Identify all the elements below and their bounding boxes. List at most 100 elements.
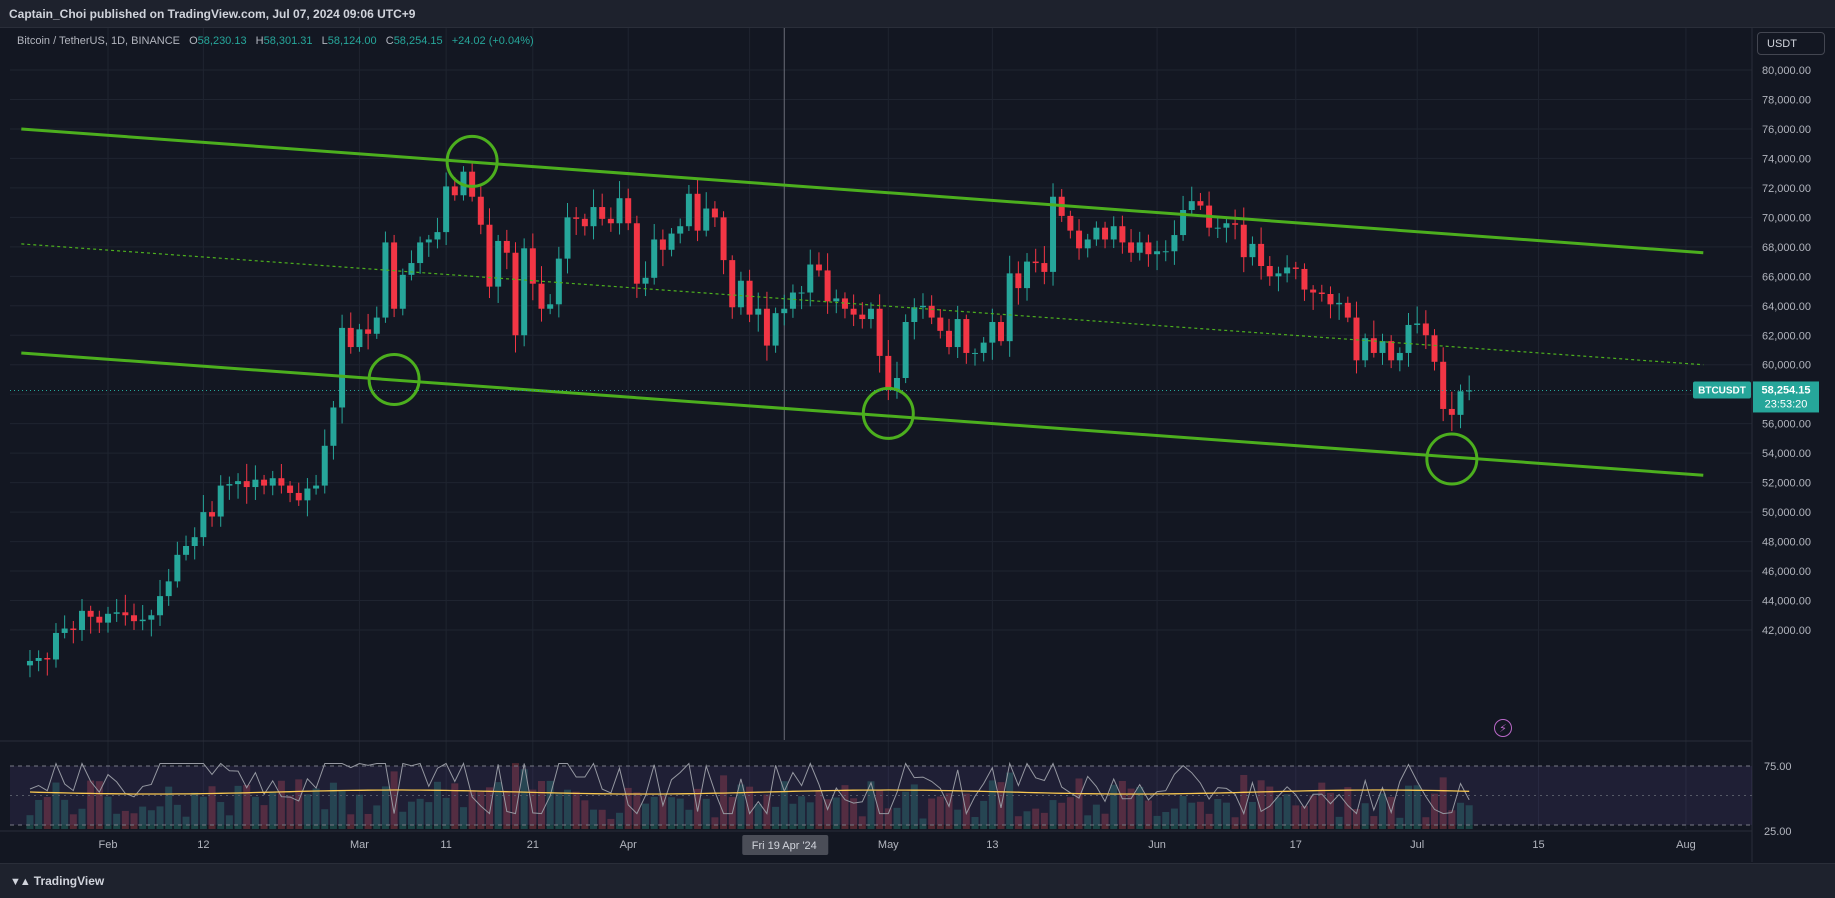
volume-bar bbox=[182, 816, 190, 829]
volume-bar bbox=[1205, 813, 1213, 829]
touch-circle bbox=[1425, 432, 1479, 486]
crosshair-date-label: Fri 19 Apr '24 bbox=[752, 840, 817, 852]
low-value: 58,124.00 bbox=[327, 35, 377, 47]
candle-body bbox=[1318, 292, 1325, 294]
volume-bar bbox=[61, 799, 69, 829]
volume-bar bbox=[1274, 797, 1282, 829]
candle-body bbox=[937, 317, 944, 331]
volume-bar bbox=[390, 771, 398, 829]
date-tick-label: Feb bbox=[99, 839, 118, 851]
candle-body bbox=[165, 581, 172, 597]
close-label: C bbox=[385, 35, 394, 47]
candle-body bbox=[1336, 302, 1343, 305]
lightning-icon[interactable]: ⚡ bbox=[1494, 719, 1512, 737]
candle-body bbox=[1370, 338, 1377, 353]
volume-bar bbox=[1023, 811, 1031, 829]
volume-bar bbox=[364, 813, 372, 829]
candle-body bbox=[61, 628, 68, 633]
candle-body bbox=[1275, 273, 1282, 277]
candle-body bbox=[1180, 210, 1187, 236]
candle-body bbox=[1041, 263, 1048, 272]
price-tick-label: 42,000.00 bbox=[1762, 625, 1811, 637]
price-tag bbox=[1753, 381, 1819, 413]
candle-body bbox=[35, 658, 42, 661]
price-tick-label: 52,000.00 bbox=[1762, 478, 1811, 490]
candle-body bbox=[1128, 242, 1135, 253]
volume-bar bbox=[1040, 812, 1048, 829]
candle-body bbox=[1093, 227, 1100, 240]
candle-body bbox=[209, 512, 216, 517]
candle-body bbox=[1084, 239, 1091, 249]
volume-bar bbox=[633, 792, 641, 829]
volume-bar bbox=[1222, 802, 1230, 829]
volume-bar bbox=[225, 815, 233, 829]
ohlc-legend: Bitcoin / TetherUS, 1D, BINANCE O58,230.… bbox=[17, 35, 534, 47]
volume-bar bbox=[1326, 792, 1334, 829]
candle-body bbox=[217, 485, 224, 517]
candle-body bbox=[529, 248, 536, 284]
candle-body bbox=[1388, 341, 1395, 361]
volume-bar bbox=[1413, 785, 1421, 829]
volume-bar bbox=[711, 817, 719, 829]
candle-body bbox=[590, 207, 597, 227]
candle-body bbox=[330, 407, 337, 446]
volume-bar bbox=[858, 816, 866, 829]
candle-body bbox=[945, 330, 952, 348]
volume-bar bbox=[277, 780, 285, 829]
volume-bar bbox=[1231, 817, 1239, 829]
volume-bar bbox=[720, 775, 728, 829]
candle-body bbox=[1024, 261, 1031, 289]
volume-bar bbox=[685, 809, 693, 829]
volume-bar bbox=[321, 809, 329, 829]
axes: 80,000.00 78,000.00 76,000.00 74,000.00 72,0… bbox=[10, 65, 1819, 855]
volume-bar bbox=[659, 795, 667, 829]
candle-body bbox=[581, 218, 588, 227]
volume-bar bbox=[243, 784, 251, 829]
candle-body bbox=[807, 264, 814, 293]
candle-body bbox=[1405, 324, 1412, 353]
tradingview-logo-icon: ▼▲ bbox=[10, 876, 31, 888]
candle-body bbox=[113, 612, 120, 614]
candle-body bbox=[833, 298, 840, 302]
price-tick-label: 78,000.00 bbox=[1762, 94, 1811, 106]
volume-bar bbox=[78, 808, 86, 829]
candle-body bbox=[78, 610, 85, 630]
volume-bar bbox=[1101, 813, 1109, 829]
volume-bar bbox=[676, 798, 684, 829]
candle-body bbox=[850, 308, 857, 315]
volume-bar bbox=[624, 787, 632, 829]
price-chart[interactable]: 75.00 25.00 80,000.00 78,000.00 76,000.00 74… bbox=[0, 28, 1835, 862]
candle-body bbox=[1240, 224, 1247, 258]
candle-body bbox=[1440, 361, 1447, 409]
volume-bar bbox=[355, 794, 363, 829]
currency-button[interactable]: USDT bbox=[1757, 32, 1825, 55]
candle-body bbox=[980, 342, 987, 353]
candle-body bbox=[1284, 267, 1291, 274]
candle-body bbox=[477, 196, 484, 225]
candle-body bbox=[789, 292, 796, 309]
price-tick-label: 74,000.00 bbox=[1762, 153, 1811, 165]
volume-bar bbox=[737, 784, 745, 829]
date-tick-label: 12 bbox=[197, 839, 209, 851]
candle-body bbox=[122, 612, 129, 616]
volume-bar bbox=[199, 796, 207, 829]
candle-body bbox=[633, 223, 640, 284]
candle-body bbox=[1102, 227, 1109, 240]
candle-body bbox=[1067, 215, 1074, 231]
open-value: 58,230.13 bbox=[197, 35, 247, 47]
volume-bar bbox=[642, 803, 650, 829]
candles bbox=[26, 163, 1473, 678]
price-tick-label: 46,000.00 bbox=[1762, 566, 1811, 578]
price-tick-label: 48,000.00 bbox=[1762, 537, 1811, 549]
volume-bar bbox=[1257, 780, 1265, 829]
volume-bar bbox=[1196, 801, 1204, 829]
tradingview-brand[interactable]: ▼▲ TradingView bbox=[10, 874, 104, 888]
volume-bar bbox=[1248, 801, 1256, 829]
symbol-label: Bitcoin / TetherUS, 1D, BINANCE bbox=[17, 35, 181, 47]
candle-body bbox=[1431, 335, 1438, 362]
candle-body bbox=[243, 481, 250, 488]
volume-bar bbox=[945, 793, 953, 829]
price-tick-label: 72,000.00 bbox=[1762, 183, 1811, 195]
volume-bar bbox=[347, 814, 355, 829]
candle-body bbox=[555, 258, 562, 305]
